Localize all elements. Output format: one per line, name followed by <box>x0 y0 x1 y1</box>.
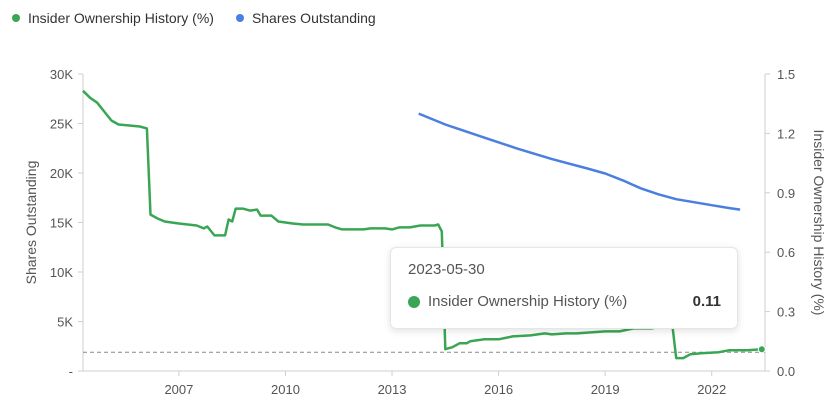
tooltip-series-label: Insider Ownership History (%) <box>428 293 628 310</box>
legend-label-insider-ownership: Insider Ownership History (%) <box>28 10 214 26</box>
left-axis-tick-label: 10K <box>50 265 73 280</box>
left-axis-title: Shares Outstanding <box>23 161 39 285</box>
legend-dot-insider-ownership <box>12 14 20 22</box>
right-axis-tick-label: 0.0 <box>777 364 795 379</box>
legend-label-shares-outstanding: Shares Outstanding <box>251 10 376 26</box>
right-axis-tick-label: 0.6 <box>777 245 795 260</box>
tooltip-value: 0.11 <box>692 293 721 310</box>
x-axis-tick-label: 2013 <box>378 382 407 397</box>
left-axis-tick-label: 5K <box>57 315 73 330</box>
left-axis-tick-label: 30K <box>50 67 73 82</box>
legend-item-shares-outstanding[interactable]: Shares Outstanding <box>235 10 376 26</box>
legend-dot-shares-outstanding <box>235 14 244 22</box>
hover-point-marker <box>757 345 766 354</box>
x-axis-tick-label: 2022 <box>697 382 726 397</box>
series-line-insider-ownership <box>82 89 762 360</box>
right-axis-tick-label: 0.9 <box>777 186 795 201</box>
tooltip-series-dot <box>408 295 420 308</box>
right-axis-tick-label: 1.2 <box>777 126 795 141</box>
left-axis-tick-label: 25K <box>50 117 73 132</box>
hover-tooltip: 2023-05-30 Insider Ownership History (%)… <box>390 247 738 329</box>
tooltip-row: Insider Ownership History (%) 0.11 <box>408 293 721 310</box>
series-line-shares-outstanding <box>418 112 741 211</box>
legend-item-insider-ownership[interactable]: Insider Ownership History (%) <box>12 10 214 26</box>
x-axis-tick-label: 2010 <box>271 382 300 397</box>
right-axis-tick-label: 0.3 <box>777 305 795 320</box>
left-axis-tick-label: - <box>69 364 73 379</box>
tooltip-date: 2023-05-30 <box>408 261 485 278</box>
x-axis-tick-label: 2019 <box>591 382 620 397</box>
right-axis-tick-label: 1.5 <box>777 67 795 82</box>
x-axis-tick-label: 2007 <box>164 382 193 397</box>
left-axis-tick-label: 15K <box>50 216 73 231</box>
x-axis-tick-label: 2016 <box>484 382 513 397</box>
left-axis-tick-label: 20K <box>50 166 73 181</box>
chart-legend: Insider Ownership History (%) Shares Out… <box>12 10 376 26</box>
right-axis-title: Insider Ownership History (%) <box>811 130 827 316</box>
